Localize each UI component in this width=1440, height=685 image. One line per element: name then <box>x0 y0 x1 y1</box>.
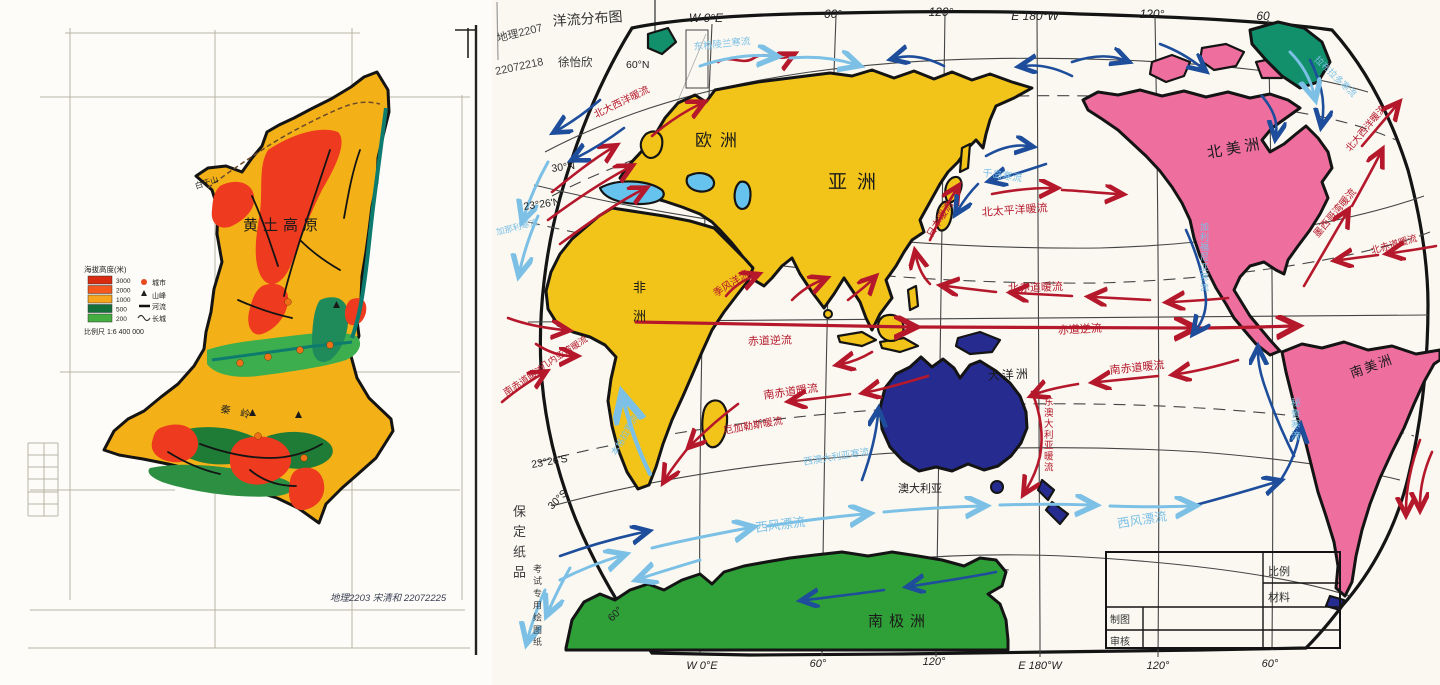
south-america-shape <box>1280 340 1440 598</box>
svalbard-shape <box>646 26 678 56</box>
label-equatorial-counter-pacific: 赤道逆流 <box>1057 321 1102 337</box>
peak-symbol-icon <box>141 290 147 296</box>
label-europe: 欧洲 <box>695 131 745 150</box>
legend-label-wall: 长城 <box>152 314 166 323</box>
paper-type-vertical: 考试专用绘图纸 <box>533 564 542 647</box>
bottom-axis-60w: 60° <box>1262 658 1279 670</box>
philippines <box>906 284 920 312</box>
africa-shape <box>544 206 755 491</box>
warm-current-arrows <box>500 55 1438 510</box>
bottom-axis-120e: 120° <box>923 656 946 668</box>
key-box-outline <box>685 29 709 89</box>
legend-scale: 比例尺 1:6 400 000 <box>84 327 144 336</box>
city-symbol-icon <box>141 279 147 285</box>
title-block <box>1105 551 1341 649</box>
legend-chip-200 <box>87 313 113 323</box>
lat-60n: 60°N <box>626 59 649 71</box>
great-wall-line <box>207 101 381 189</box>
peak-triangles <box>249 301 340 418</box>
lat-30n: 30°N <box>551 160 576 175</box>
title-block-checked-by: 审核 <box>1110 635 1130 648</box>
paper-brand-vertical: 保定纸品 <box>513 504 526 579</box>
top-axis-60w: 60 <box>1256 9 1270 23</box>
top-axis-180: E 180°W <box>1011 9 1060 23</box>
light-cold-current-arrows <box>520 52 1314 638</box>
japan-south <box>935 200 954 232</box>
longitude-labels-bottom: W 0°E 60° 120° E 180°W 120° 60° <box>686 656 1279 672</box>
label-asia: 亚洲 <box>828 172 886 193</box>
legend-value-1000: 1000 <box>116 297 131 304</box>
lat-tropic-n: 23°26'N <box>523 196 561 213</box>
wall-symbol-icon <box>137 314 151 322</box>
label-australia: 澳大利亚 <box>898 481 942 495</box>
legend-label-river: 河流 <box>152 302 166 311</box>
bottom-axis-180: E 180°W <box>1018 660 1063 672</box>
legend-chip-3000 <box>87 275 113 285</box>
label-north-pacific-current: 北太平洋暖流 <box>981 200 1048 219</box>
sri-lanka <box>823 309 833 319</box>
legend-chip-500 <box>87 304 113 313</box>
top-axis-120e: 120° <box>929 5 954 19</box>
label-equatorial-counter-indian: 赤道逆流 <box>748 332 792 348</box>
label-africa: 非洲 <box>633 280 646 324</box>
high-elevation-red-patches <box>151 129 367 511</box>
map-title: 洋流分布图 <box>552 8 623 29</box>
sakhalin <box>958 142 972 174</box>
left-signature: 地理2203 宋清和 22072225 <box>330 592 447 604</box>
legend-label-city: 城市 <box>152 278 166 287</box>
paper-fold-line <box>496 1 499 61</box>
legend-value-3000: 3000 <box>116 278 131 285</box>
rivers <box>167 107 388 487</box>
bottom-axis-0: W 0°E <box>686 660 718 672</box>
city-dots <box>236 298 334 462</box>
legend-value-200: 200 <box>116 316 127 323</box>
australia-shape <box>878 355 1029 473</box>
label-east-australian-current: 东澳大利亚暖流 <box>1044 396 1054 474</box>
indonesia-west <box>836 330 878 348</box>
legend-chip-1000 <box>87 294 113 304</box>
antarctica-shape <box>564 550 1010 652</box>
black-sea <box>685 172 716 193</box>
legend-value-500: 500 <box>116 307 127 314</box>
loess-plateau-label: 黄土高原 <box>243 217 323 234</box>
legend-value-2000: 2000 <box>116 288 131 295</box>
left-sheet-shaanxi-relief-map: 黄土高原 白于山 秦岭 海拔高度(米) 3000 2000 1000 500 2… <box>0 0 492 685</box>
label-oceania: 大洋洲 <box>987 366 1030 383</box>
elevation-legend: 海拔高度(米) 3000 2000 1000 500 200 城市 山峰 河流 … <box>84 264 166 336</box>
label-peru-current: 秘鲁寒流 <box>1291 397 1301 442</box>
title-block-material: 材料 <box>1268 590 1290 604</box>
bottom-axis-60e: 60° <box>810 658 827 670</box>
tasmania-shape <box>990 480 1004 494</box>
margin-author-name: 徐怡欣 <box>558 55 593 69</box>
tierra-del-fuego-shape <box>1324 594 1346 612</box>
label-west-wind-drift-1: 西风漂流 <box>755 515 807 535</box>
top-axis-120w: 120° <box>1140 7 1165 21</box>
new-guinea-shape <box>954 330 1002 356</box>
label-antarctica: 南极洲 <box>868 613 931 630</box>
top-axis-60e: 60° <box>824 7 842 21</box>
bottom-axis-120w: 120° <box>1147 660 1170 672</box>
british-isles <box>639 130 664 159</box>
north-america-shape <box>1081 88 1334 357</box>
caspian-sea <box>733 180 752 210</box>
right-sheet-ocean-currents-map: 比例 材料 制图 审核 <box>492 0 1440 685</box>
label-north-equatorial-pacific: 北赤道暖流 <box>1008 279 1063 295</box>
legend-chip-2000 <box>87 285 113 294</box>
shaanxi-province-shape: 黄土高原 白于山 秦岭 <box>102 70 395 525</box>
top-axis-0: W 0°E <box>689 11 724 25</box>
legend-label-peak: 山峰 <box>152 291 166 300</box>
label-california-current: 加利福尼亚寒流 <box>1200 222 1209 292</box>
title-block-scale: 比例 <box>1268 564 1290 578</box>
legend-title: 海拔高度(米) <box>84 264 127 274</box>
map-frame <box>538 10 1430 657</box>
longitude-labels-top: W 0°E 60° 120° E 180°W 120° 60 <box>689 5 1270 25</box>
new-zealand-south <box>1044 500 1070 526</box>
title-block-drawn-by: 制图 <box>1110 613 1130 626</box>
